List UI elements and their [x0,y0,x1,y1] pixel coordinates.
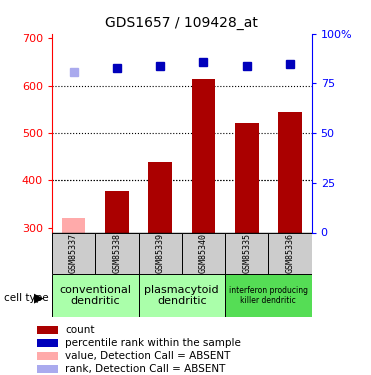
Bar [268,232,312,274]
Bar [105,191,129,232]
Bar [148,162,172,232]
Bar [37,365,58,373]
Bar [52,274,138,317]
Text: interferon producing
killer dendritic: interferon producing killer dendritic [229,286,308,305]
Text: GSM85340: GSM85340 [199,233,208,273]
Bar [95,232,138,274]
Text: ▶: ▶ [34,292,44,304]
Text: conventional
dendritic: conventional dendritic [59,285,131,306]
Bar [138,274,225,317]
Text: GSM85336: GSM85336 [286,233,295,273]
Bar [225,232,268,274]
Text: GSM85338: GSM85338 [112,233,121,273]
Bar [37,339,58,347]
Text: GSM85335: GSM85335 [242,233,251,273]
Text: GSM85337: GSM85337 [69,233,78,273]
Text: plasmacytoid
dendritic: plasmacytoid dendritic [144,285,219,306]
Bar [278,112,302,232]
Bar [52,232,95,274]
Bar [225,274,312,317]
Bar [182,232,225,274]
Text: cell type: cell type [4,293,48,303]
Bar [138,232,182,274]
Text: count: count [65,325,95,334]
Text: percentile rank within the sample: percentile rank within the sample [65,338,241,348]
Bar [235,123,259,232]
Bar [62,218,85,232]
Title: GDS1657 / 109428_at: GDS1657 / 109428_at [105,16,258,30]
Text: GSM85339: GSM85339 [156,233,165,273]
Bar [37,352,58,360]
Bar [37,326,58,334]
Text: value, Detection Call = ABSENT: value, Detection Call = ABSENT [65,351,230,361]
Bar [191,79,215,232]
Text: rank, Detection Call = ABSENT: rank, Detection Call = ABSENT [65,364,225,374]
